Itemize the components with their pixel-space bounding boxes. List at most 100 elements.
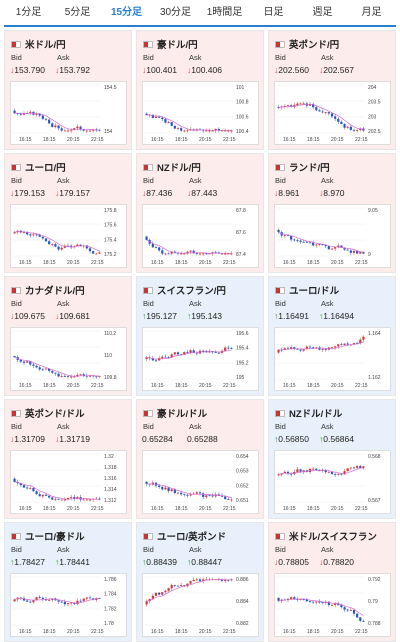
- down-arrow-icon: ↓: [55, 65, 60, 75]
- candlestick-chart[interactable]: 175.8 175.6 175.4 175.2 16:15 18:15 20:15 22:15: [10, 204, 127, 268]
- pair-card[interactable]: ランド/円 Bid Ask ↓8.961 ↓8.970 9.05 9 16:15 18:15 20…: [268, 153, 396, 273]
- candle-body: [337, 245, 340, 248]
- ask-label: Ask: [321, 176, 334, 185]
- tab-6[interactable]: 週足: [312, 7, 333, 18]
- candle-body: [286, 235, 290, 237]
- candle-body: [151, 358, 154, 361]
- up-arrow-icon: ↑: [142, 311, 147, 321]
- x-tick-label: 20:15: [67, 506, 80, 512]
- candlestick-chart[interactable]: 154.5 154 16:15 18:15 20:15 22:15: [10, 81, 127, 145]
- pair-card[interactable]: ユーロ/豪ドル Bid Ask ↑1.78427 ↑1.78441 1.786 1.784 1…: [4, 522, 132, 642]
- candlestick-chart[interactable]: 0.654 0.653 0.652 0.651 16:15 18:15 20:15 22:15: [142, 450, 259, 514]
- x-tick-label: 22:15: [223, 506, 236, 512]
- candle-body: [349, 467, 352, 469]
- candle-body: [154, 360, 158, 362]
- candle-body: [312, 601, 315, 603]
- pair-card[interactable]: ユーロ/英ポンド Bid Ask ↑0.88439 ↑0.88447 0.886 0.884…: [136, 522, 264, 642]
- tab-0[interactable]: 1分足: [15, 7, 42, 18]
- candle-body: [173, 489, 176, 493]
- down-arrow-icon: ↓: [274, 65, 279, 75]
- pair-card[interactable]: NZドル/円 Bid Ask ↓87.436 ↓87.443 87.8 87.6 87.4 16…: [136, 153, 264, 273]
- x-tick-label: 18:15: [43, 260, 56, 266]
- candle-body: [48, 495, 51, 498]
- candle-body: [330, 347, 334, 349]
- candlestick-chart[interactable]: 204 203.5 203 202.5 16:15 18:15 20:15 22:15: [274, 81, 391, 145]
- candle-body: [76, 600, 79, 605]
- down-arrow-icon: ↓: [274, 188, 279, 198]
- candle-body: [290, 473, 293, 475]
- x-tick-label: 20:15: [67, 260, 80, 266]
- chart-svg: 0.654 0.653 0.652 0.651 16:15 18:15 20:15 22:15: [145, 453, 249, 512]
- tab-2[interactable]: 15分足: [102, 3, 151, 27]
- candle-body: [299, 103, 302, 105]
- bid-label: Bid: [143, 299, 154, 308]
- tab-3[interactable]: 30分足: [159, 7, 192, 18]
- tab-4[interactable]: 1時間足: [206, 7, 243, 18]
- candle-body: [362, 336, 365, 340]
- pair-card[interactable]: 米ドル/円 Bid Ask ↓153.790 ↓153.792 154.5 154 16:15…: [4, 30, 132, 150]
- x-tick-label: 20:15: [199, 383, 212, 389]
- tab-5[interactable]: 日足: [263, 7, 284, 18]
- candle-body: [356, 130, 359, 131]
- candle-body: [73, 128, 76, 130]
- up-arrow-icon: ↑: [142, 557, 147, 567]
- candle-body: [293, 239, 296, 241]
- tab-1[interactable]: 5分足: [64, 7, 91, 18]
- candle-body: [359, 128, 362, 131]
- ask-price: ↓87.443: [187, 188, 218, 198]
- y-tick-label: 87.8: [236, 208, 246, 214]
- candle-body: [321, 244, 324, 246]
- candle-body: [60, 499, 63, 501]
- pair-card[interactable]: スイスフラン/円 Bid Ask ↑195.127 ↑195.143 195.6 195.4…: [136, 276, 264, 396]
- x-tick-label: 18:15: [43, 383, 56, 389]
- tab-7[interactable]: 月足: [361, 7, 382, 18]
- moving-average-line: [146, 483, 232, 498]
- candle-body: [70, 497, 73, 498]
- candlestick-chart[interactable]: 110.2 110 109.8 16:15 18:15 20:15 22:15: [10, 327, 127, 391]
- ask-price: ↓0.78820: [319, 557, 354, 567]
- y-tick-label: 0.886: [236, 577, 249, 583]
- pair-card[interactable]: 英ポンド/円 Bid Ask ↓202.560 ↓202.567 204 203.5 203 2…: [268, 30, 396, 150]
- candlestick-chart[interactable]: 1.164 1.162 16:15 18:15 20:15 22:15: [274, 327, 391, 391]
- chart-svg: 101 100.8 100.6 100.4 16:15 18:15 20:15 22:15: [145, 84, 249, 143]
- down-arrow-icon: ↓: [55, 434, 60, 444]
- x-tick-label: 20:15: [199, 137, 212, 143]
- x-tick-label: 18:15: [307, 260, 320, 266]
- pair-card[interactable]: 米ドル/スイスフラン Bid Ask ↓0.78805 ↓0.78820 0.792 0.7…: [268, 522, 396, 642]
- candlestick-chart[interactable]: 0.792 0.79 0.788 16:15 18:15 20:15 22:15: [274, 573, 391, 637]
- candle-body: [305, 346, 308, 350]
- chart-svg: 0.886 0.884 0.882 16:15 18:15 20:15 22:15: [145, 576, 249, 635]
- candle-body: [352, 343, 356, 345]
- candle-body: [173, 352, 176, 355]
- candle-body: [356, 466, 359, 468]
- chart-svg: 1.32 1.318 1.316 1.314 1.312 16:15 18:15 20:15 2…: [13, 453, 117, 512]
- pair-card[interactable]: ユーロ/円 Bid Ask ↓179.153 ↓179.157 175.8 175.6 175…: [4, 153, 132, 273]
- candlestick-chart[interactable]: 9.05 9 16:15 18:15 20:15 22:15: [274, 204, 391, 268]
- candle-body: [29, 111, 32, 114]
- pair-card[interactable]: 英ポンド/ドル Bid Ask ↓1.31709 ↓1.31719 1.32 1.318 1.…: [4, 399, 132, 519]
- candle-body: [192, 580, 195, 582]
- candle-body: [85, 375, 88, 377]
- candle-body: [145, 113, 148, 116]
- candlestick-chart[interactable]: 87.8 87.6 87.4 16:15 18:15 20:15 22:15: [142, 204, 259, 268]
- candlestick-chart[interactable]: 195.6 195.4 195.2 195 16:15 18:15 20:15 22:15: [142, 327, 259, 391]
- y-tick-label: 0.653: [236, 469, 249, 475]
- pair-name: 米ドル/円: [25, 40, 66, 51]
- candle-body: [22, 485, 26, 488]
- pair-card[interactable]: NZドル/ドル Bid Ask ↑0.56850 ↑0.56864 0.568 0.567 1…: [268, 399, 396, 519]
- pair-card[interactable]: カナダドル/円 Bid Ask ↓109.675 ↓109.681 110.2 110 109…: [4, 276, 132, 396]
- candle-body: [340, 245, 343, 248]
- pair-title: NZドル/ドル: [275, 406, 342, 420]
- candle-body: [230, 253, 233, 255]
- pair-card[interactable]: 豪ドル/円 Bid Ask ↓100.401 ↓100.406 101 100.8 100.6…: [136, 30, 264, 150]
- candlestick-chart[interactable]: 0.568 0.567 16:15 18:15 20:15 22:15: [274, 450, 391, 514]
- candlestick-chart[interactable]: 101 100.8 100.6 100.4 16:15 18:15 20:15 22:15: [142, 81, 259, 145]
- candle-body: [315, 468, 318, 471]
- pair-card[interactable]: 豪ドル/ドル Bid Ask 0.65284 0.65288 0.654 0.653 0.65…: [136, 399, 264, 519]
- candlestick-chart[interactable]: 1.32 1.318 1.316 1.314 1.312 16:15 18:15 20:15 2…: [10, 450, 127, 514]
- candlestick-chart[interactable]: 1.786 1.784 1.782 1.78 16:15 18:15 20:15 22:15: [10, 573, 127, 637]
- y-tick-label: 9.05: [368, 208, 378, 214]
- pair-card[interactable]: ユーロ/ドル Bid Ask ↑1.16491 ↑1.16494 1.164 1.162 16…: [268, 276, 396, 396]
- candle-body: [85, 597, 88, 599]
- candlestick-chart[interactable]: 0.886 0.884 0.882 16:15 18:15 20:15 22:15: [142, 573, 259, 637]
